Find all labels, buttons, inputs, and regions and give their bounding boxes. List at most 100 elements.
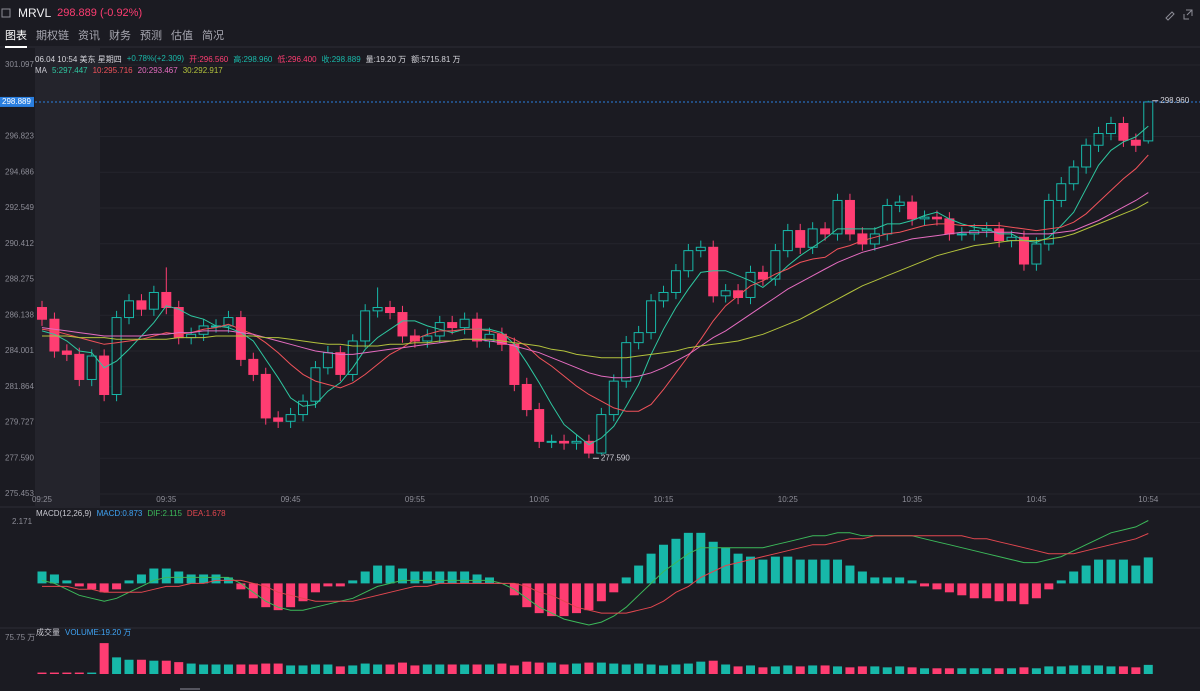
- volume-bar: [335, 666, 345, 674]
- y-tick-label: 284.001: [5, 346, 34, 355]
- macd-bar: [584, 583, 594, 611]
- candle-body: [1043, 199, 1054, 245]
- volume-bar: [833, 666, 843, 674]
- volume-bar: [472, 664, 482, 674]
- y-tick-label: 75.75 万: [5, 633, 35, 642]
- y-tick-label: 275.453: [5, 489, 34, 498]
- tab[interactable]: 期权链: [36, 30, 69, 42]
- candle-body: [559, 440, 570, 444]
- volume-bar: [671, 664, 681, 674]
- macd-bar: [199, 574, 209, 584]
- symbol-icon: [1, 8, 11, 18]
- macd-bar: [422, 571, 432, 584]
- macd-bar: [49, 574, 59, 584]
- macd-bar: [136, 574, 146, 584]
- volume-bar: [994, 668, 1004, 674]
- volume-bar: [746, 665, 756, 674]
- macd-bar: [957, 583, 967, 596]
- tab[interactable]: 简况: [202, 30, 224, 42]
- macd-bar: [410, 571, 420, 584]
- candle-body: [695, 246, 706, 252]
- tab[interactable]: 资讯: [78, 30, 100, 42]
- macd-bar: [335, 583, 345, 587]
- candle-body: [571, 440, 582, 444]
- candle-body: [844, 199, 855, 235]
- candle-body: [994, 228, 1005, 242]
- tab[interactable]: 图表: [5, 27, 27, 48]
- legend-label: 30:292.917: [182, 66, 223, 75]
- volume-bar: [845, 667, 855, 674]
- expand-icon[interactable]: [1183, 9, 1193, 20]
- y-tick-label: 290.412: [5, 239, 34, 248]
- candle-body: [583, 440, 594, 454]
- tab[interactable]: 预测: [140, 30, 162, 42]
- macd-bar: [895, 577, 905, 584]
- legend-label: 5:297.447: [52, 66, 88, 75]
- candle-body: [335, 352, 346, 375]
- candle-body: [111, 317, 122, 396]
- macd-bar: [559, 583, 569, 617]
- macd-bar: [348, 580, 358, 584]
- candle-body: [99, 355, 110, 396]
- macd-bar: [74, 583, 84, 587]
- x-tick-label: 10:05: [529, 495, 550, 504]
- candle-body: [907, 201, 918, 220]
- macd-bar: [397, 568, 407, 584]
- candle-body: [37, 307, 47, 320]
- macd-bar: [460, 571, 470, 584]
- volume-bar: [708, 660, 718, 674]
- tab[interactable]: 财务: [109, 30, 131, 42]
- volume-bar: [323, 664, 333, 674]
- macd-bar: [373, 565, 383, 584]
- volume-bar: [460, 664, 470, 674]
- volume-bar: [298, 665, 308, 674]
- candle-body: [670, 270, 681, 293]
- legend-label: MACD:0.873: [97, 509, 143, 518]
- quote: 298.889 (-0.92%): [57, 7, 143, 19]
- candle-body: [882, 204, 893, 235]
- macd-bar: [435, 571, 445, 584]
- candle-body: [422, 335, 433, 342]
- candle-body: [86, 355, 97, 380]
- macd-bar: [646, 553, 656, 584]
- tab[interactable]: 估值: [171, 30, 193, 42]
- x-tick-label: 10:45: [1026, 495, 1047, 504]
- volume-bar: [1106, 666, 1116, 674]
- info-item: 开:296.560: [189, 55, 229, 64]
- volume-bar: [62, 672, 72, 674]
- macd-bar: [882, 577, 892, 584]
- candle-body: [409, 335, 420, 342]
- legend-label: DIF:2.115: [147, 509, 182, 518]
- candle-body: [1130, 139, 1141, 146]
- candle-body: [521, 383, 532, 411]
- macd-bar: [186, 574, 196, 584]
- candle-body: [360, 310, 371, 342]
- volume-bar: [559, 664, 569, 674]
- volume-bar: [895, 666, 905, 674]
- volume-bar: [1069, 665, 1079, 674]
- legend-label: DEA:1.678: [187, 509, 226, 518]
- macd-bar: [1081, 565, 1091, 584]
- candle-body: [124, 300, 135, 319]
- macd-bar: [746, 556, 756, 584]
- macd-bar: [1143, 557, 1153, 584]
- volume-bar: [484, 664, 494, 674]
- macd-bar: [99, 583, 109, 593]
- candle-body: [869, 233, 880, 245]
- candle-body: [235, 317, 246, 360]
- volume-bar: [37, 672, 47, 674]
- volume-bar: [969, 668, 979, 674]
- macd-bar: [310, 583, 320, 593]
- volume-bar: [1019, 667, 1029, 674]
- y-tick-label: 286.138: [5, 310, 34, 319]
- macd-bar: [1056, 580, 1066, 584]
- macd-bar: [708, 541, 718, 584]
- macd-bar: [211, 574, 221, 584]
- edit-icon[interactable]: [1165, 11, 1175, 21]
- candle-body: [1118, 123, 1129, 141]
- x-tick-label: 09:45: [281, 495, 302, 504]
- macd-bar: [472, 574, 482, 584]
- volume-bar: [1118, 666, 1128, 674]
- candle-body: [260, 373, 271, 419]
